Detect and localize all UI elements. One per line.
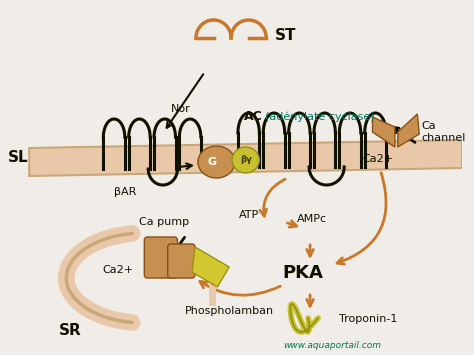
Text: SR: SR <box>58 323 81 338</box>
Text: AMPc: AMPc <box>297 214 328 224</box>
FancyBboxPatch shape <box>168 244 195 278</box>
Text: Phospholamban: Phospholamban <box>185 306 274 316</box>
Text: PKA: PKA <box>283 264 324 282</box>
Text: Ca2+: Ca2+ <box>363 154 394 164</box>
Text: AC: AC <box>244 110 263 123</box>
Text: Ca pump: Ca pump <box>139 217 190 227</box>
Polygon shape <box>29 140 462 176</box>
Text: Troponin-1: Troponin-1 <box>339 314 398 324</box>
Text: Nor: Nor <box>171 104 191 114</box>
Polygon shape <box>192 247 229 287</box>
Ellipse shape <box>232 147 259 173</box>
Text: Ca
channel: Ca channel <box>421 121 465 143</box>
Text: βAR: βAR <box>114 187 137 197</box>
Text: ST: ST <box>275 28 296 43</box>
Polygon shape <box>398 114 419 147</box>
Ellipse shape <box>198 146 235 178</box>
Text: www.aquaportail.com: www.aquaportail.com <box>283 341 381 350</box>
Text: SL: SL <box>8 150 28 165</box>
FancyBboxPatch shape <box>144 237 177 278</box>
Text: ATP: ATP <box>239 210 259 220</box>
Text: (adénylate cyclase): (adénylate cyclase) <box>265 111 375 122</box>
Text: βγ: βγ <box>240 155 252 164</box>
Text: Ca2+: Ca2+ <box>102 265 134 275</box>
Text: G: G <box>208 157 217 167</box>
Polygon shape <box>373 117 395 147</box>
